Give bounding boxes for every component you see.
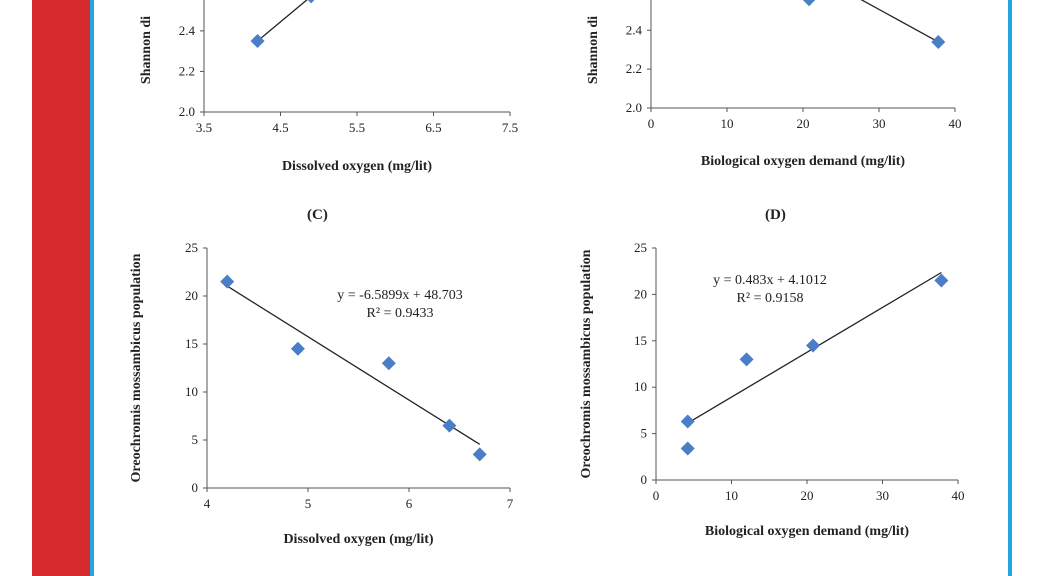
y-tick-label: 15	[185, 336, 198, 351]
y-tick-label: 10	[185, 384, 198, 399]
data-point	[931, 34, 946, 49]
y-tick-label: 2.2	[626, 61, 642, 76]
data-point	[220, 274, 235, 289]
y-tick-label: 20	[634, 286, 647, 301]
data-point	[250, 34, 265, 48]
x-tick-label: 20	[801, 488, 814, 503]
y-tick-label: 2.0	[626, 100, 642, 115]
frame-border-right	[1008, 0, 1012, 576]
trendline-equation: y = 0.483x + 4.1012	[713, 273, 827, 288]
x-tick-label: 10	[721, 116, 734, 131]
trendline	[257, 0, 308, 42]
x-tick-label: 4.5	[272, 120, 288, 135]
trendline-equation: y = -6.5899x + 48.703	[337, 288, 462, 303]
y-tick-label: 25	[185, 240, 198, 255]
data-point	[472, 447, 487, 462]
y-axis-label: Shannon di	[139, 16, 154, 84]
x-axis-label: Dissolved oxygen (mg/lit)	[283, 532, 433, 547]
r-squared-label: R² = 0.9433	[367, 306, 434, 321]
y-tick-label: 2.2	[179, 63, 195, 78]
y-tick-label: 2.4	[179, 23, 196, 38]
x-tick-label: 5	[305, 496, 312, 511]
x-tick-label: 6	[406, 496, 413, 511]
x-tick-label: 4	[204, 496, 211, 511]
data-point	[381, 356, 396, 371]
x-tick-label: 40	[952, 488, 965, 503]
accent-bar	[32, 0, 90, 576]
x-tick-label: 7	[507, 496, 514, 511]
y-tick-label: 5	[641, 426, 648, 441]
data-point	[680, 441, 695, 456]
x-tick-label: 5.5	[349, 120, 365, 135]
r-squared-label: R² = 0.9158	[737, 291, 804, 306]
y-axis-label: Shannon di	[586, 16, 601, 84]
data-point	[934, 273, 949, 288]
x-tick-label: 10	[725, 488, 738, 503]
y-tick-label: 0	[641, 472, 648, 487]
data-point	[442, 418, 457, 433]
data-point	[307, 0, 315, 4]
panel-label-d: (D)	[765, 207, 786, 223]
y-tick-label: 0	[192, 480, 199, 495]
y-tick-label: 5	[192, 432, 199, 447]
y-axis-label: Oreochromis mossambicus population	[579, 249, 594, 478]
panel-label-c: (C)	[307, 207, 328, 223]
data-point	[806, 338, 821, 353]
x-tick-label: 3.5	[196, 120, 212, 135]
data-point	[802, 0, 816, 7]
x-axis-label: Biological oxygen demand (mg/lit)	[705, 524, 910, 539]
x-tick-label: 40	[949, 116, 962, 131]
y-tick-label: 15	[634, 333, 647, 348]
y-axis-label: Oreochromis mossambicus population	[129, 253, 144, 482]
trendline	[226, 285, 481, 445]
trendline	[860, 0, 939, 43]
x-tick-label: 30	[876, 488, 889, 503]
y-tick-label: 10	[634, 379, 647, 394]
x-axis-label: Dissolved oxygen (mg/lit)	[282, 159, 432, 174]
x-tick-label: 0	[653, 488, 660, 503]
x-tick-label: 7.5	[502, 120, 518, 135]
data-point	[739, 352, 754, 367]
x-tick-label: 20	[797, 116, 810, 131]
x-tick-label: 6.5	[425, 120, 441, 135]
y-tick-label: 20	[185, 288, 198, 303]
x-axis-label: Biological oxygen demand (mg/lit)	[701, 154, 906, 169]
x-tick-label: 0	[648, 116, 655, 131]
y-tick-label: 2.4	[626, 22, 643, 37]
data-point	[290, 341, 305, 356]
y-tick-label: 2.0	[179, 104, 195, 119]
data-point	[680, 414, 695, 429]
frame-border-left	[90, 0, 94, 576]
x-tick-label: 30	[873, 116, 886, 131]
y-tick-label: 25	[634, 240, 647, 255]
